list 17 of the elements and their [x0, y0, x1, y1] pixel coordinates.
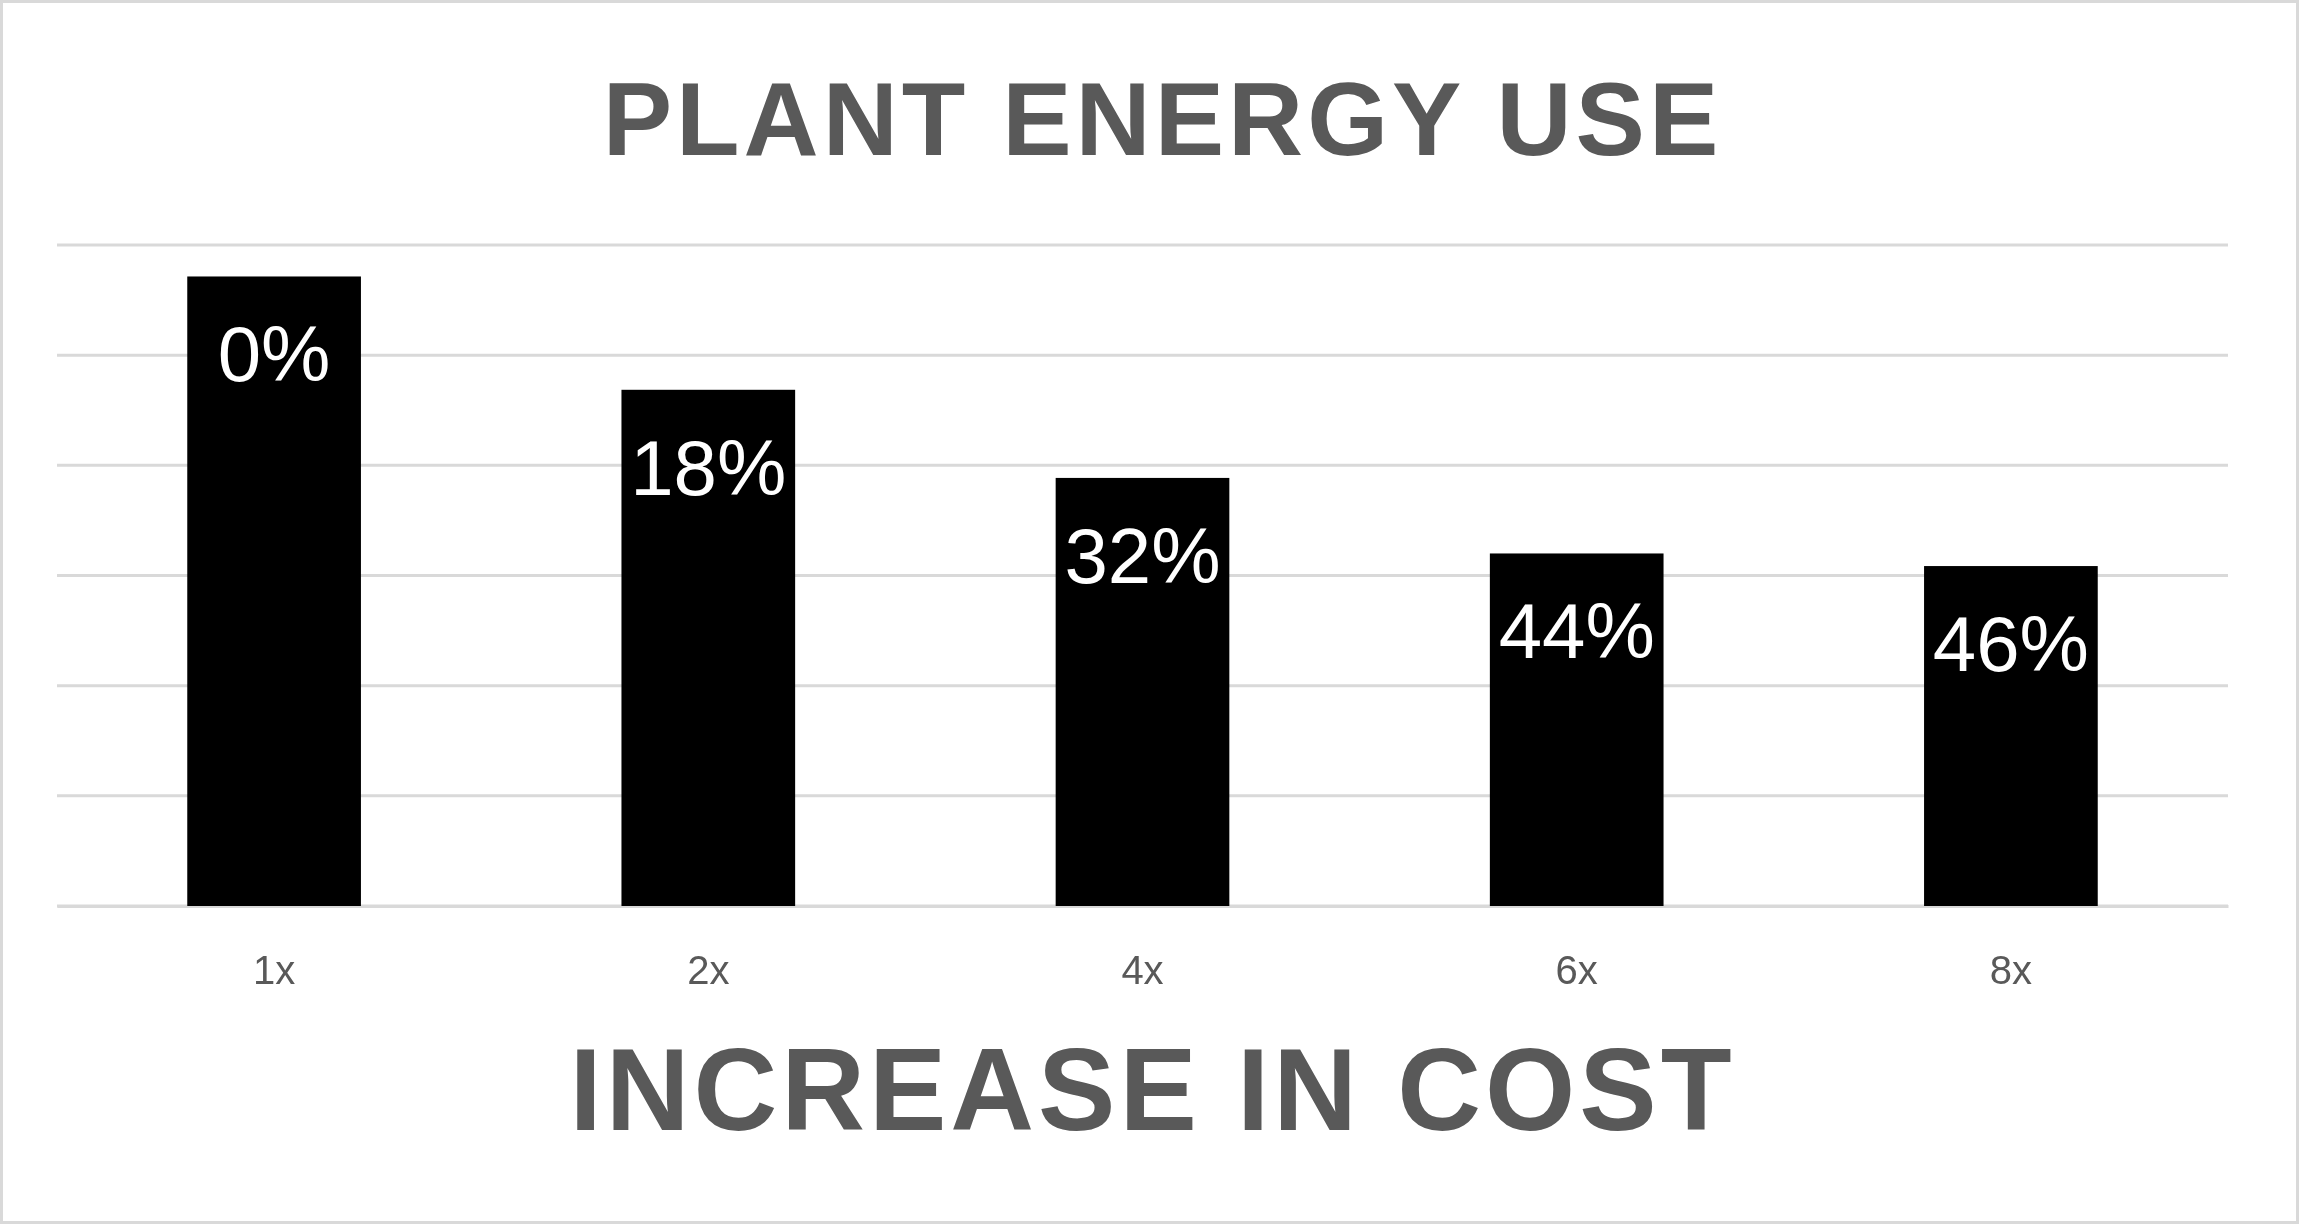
annotation: 0%	[217, 310, 331, 399]
x-tick-label: 1x	[252, 948, 296, 993]
x-tick-label: 8x	[1989, 948, 2033, 993]
x-axis-title: INCREASE IN COST	[569, 1025, 1736, 1155]
chart-title: PLANT ENERGY USE	[602, 61, 1723, 177]
annotation: 44%	[1498, 587, 1655, 676]
annotation: 46%	[1932, 600, 2089, 689]
bar	[621, 389, 796, 906]
bar	[187, 276, 361, 906]
bar	[1924, 566, 2098, 906]
bar	[1055, 477, 1230, 906]
x-tick-label: 6x	[1555, 948, 1598, 993]
x-tick-label: 2x	[687, 948, 730, 993]
bar	[1489, 553, 1664, 906]
annotation: 32%	[1064, 511, 1221, 600]
x-tick-label: 4x	[1121, 948, 1164, 993]
annotation: 18%	[630, 423, 787, 512]
